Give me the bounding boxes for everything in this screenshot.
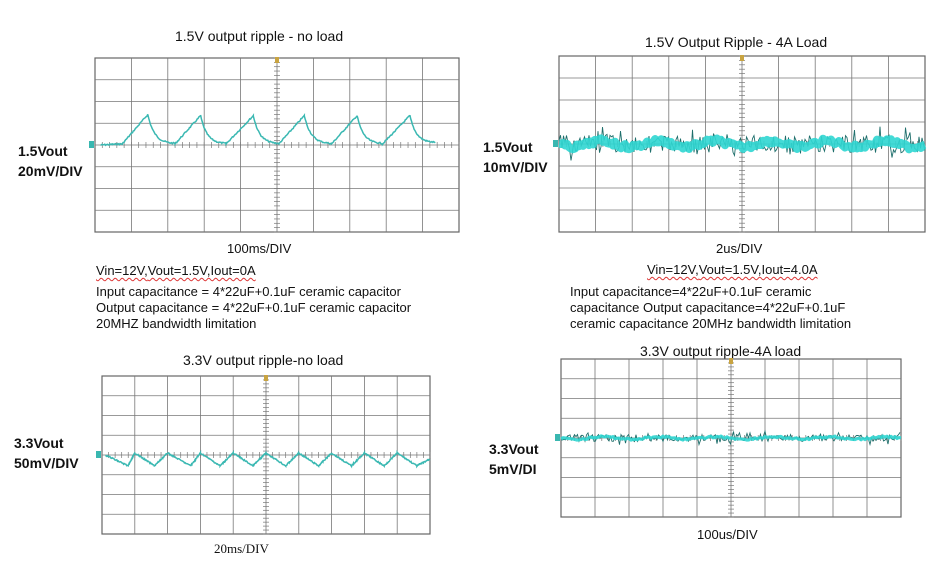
- note-line: ceramic capacitance 20MHz bandwidth limi…: [570, 316, 852, 331]
- note-line: 20MHZ bandwidth limitation: [96, 316, 257, 331]
- channel-marker: [553, 140, 558, 147]
- cond-iout: Iout=4.0A: [761, 262, 818, 277]
- notes-block: Input capacitance = 4*22uF+0.1uF ceramic…: [96, 284, 411, 332]
- cond-vout: Vout=1.5V,: [698, 262, 762, 277]
- volts-per-div: 5mV/DI: [489, 461, 537, 477]
- trigger-marker: [264, 375, 268, 381]
- series-line: [557, 134, 927, 154]
- test-conditions: Vin=12V,Vout=1.5V,Iout=4.0A: [647, 262, 818, 278]
- volts-per-div: 50mV/DIV: [14, 455, 79, 471]
- timebase-label: 2us/DIV: [716, 241, 763, 256]
- channel-marker: [96, 451, 101, 458]
- scope-plot: [553, 55, 927, 233]
- channel-marker: [555, 434, 560, 441]
- chart-title: 3.3V output ripple-4A load: [640, 343, 802, 359]
- channel-name: 3.3Vout: [489, 441, 539, 457]
- timebase-label: 100ms/DIV: [227, 241, 292, 256]
- cond-vout: Vout=1.5V,: [147, 263, 211, 278]
- trigger-marker: [275, 57, 279, 63]
- channel-name: 1.5Vout: [483, 139, 533, 155]
- cond-vin: Vin=12V,: [96, 263, 148, 278]
- trigger-marker: [740, 55, 744, 61]
- channel-label: 3.3Vout 5mV/DI: [489, 439, 539, 479]
- channel-label: 1.5Vout 20mV/DIV: [18, 141, 83, 181]
- test-conditions: Vin=12V,Vout=1.5V,Iout=0A: [96, 263, 256, 279]
- notes-block: Input capacitance=4*22uF+0.1uF ceramic c…: [570, 284, 851, 332]
- note-line: capacitance Output capacitance=4*22uF+0.…: [570, 300, 846, 315]
- series-line: [560, 434, 902, 442]
- scope-plot: [96, 375, 431, 535]
- scope-plot: [555, 358, 902, 518]
- chart-title: 3.3V output ripple-no load: [183, 352, 344, 368]
- chart-title: 1.5V Output Ripple - 4A Load: [645, 34, 828, 50]
- channel-label: 3.3Vout 50mV/DIV: [14, 433, 79, 473]
- channel-marker: [89, 141, 94, 148]
- volts-per-div: 20mV/DIV: [18, 163, 83, 179]
- cond-iout: Iout=0A: [210, 263, 256, 278]
- trigger-marker: [729, 358, 733, 364]
- scope-plot: [89, 57, 460, 233]
- timebase-label: 100us/DIV: [697, 527, 758, 542]
- volts-per-div: 10mV/DIV: [483, 159, 548, 175]
- channel-label: 1.5Vout 10mV/DIV: [483, 137, 548, 177]
- series-line: [100, 112, 436, 147]
- channel-name: 3.3Vout: [14, 435, 64, 451]
- timebase-label: 20ms/DIV: [214, 541, 269, 556]
- chart-title: 1.5V output ripple - no load: [175, 28, 344, 44]
- note-line: Output capacitance = 4*22uF+0.1uF cerami…: [96, 300, 412, 315]
- note-line: Input capacitance=4*22uF+0.1uF ceramic: [570, 284, 812, 299]
- channel-name: 1.5Vout: [18, 143, 68, 159]
- note-line: Input capacitance = 4*22uF+0.1uF ceramic…: [96, 284, 401, 299]
- series-line: [105, 449, 431, 469]
- cond-vin: Vin=12V,: [647, 262, 699, 277]
